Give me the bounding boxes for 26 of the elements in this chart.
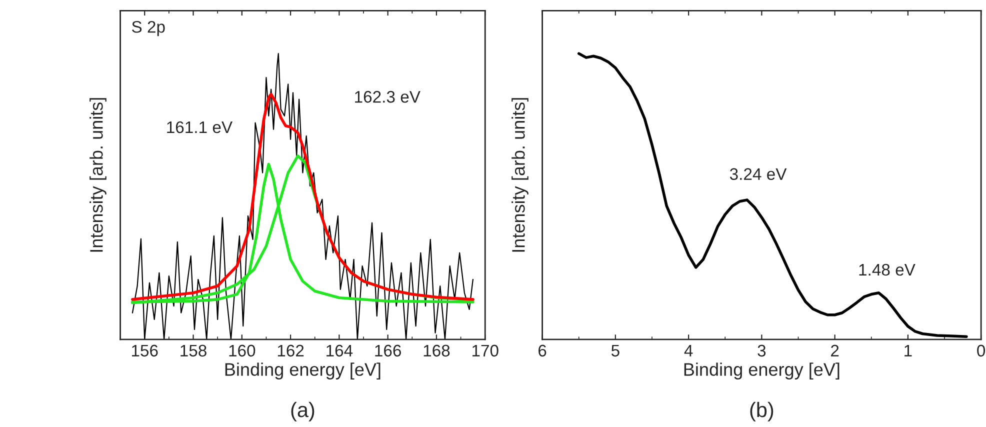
annotation: 162.3 eV	[355, 90, 420, 103]
x-tick-label: 166	[375, 344, 401, 357]
text: S 2p	[132, 20, 165, 36]
text: (b)	[750, 402, 774, 422]
x-tick-label: 1	[904, 344, 912, 356]
y-axis-title: Intensity [arb. units]	[90, 98, 106, 252]
text: (a)	[291, 402, 314, 422]
y-axis-title: Intensity [arb. units]	[512, 98, 528, 252]
annotation: 1.48 eV	[859, 264, 916, 276]
x-tick-label: 156	[132, 344, 158, 357]
x-tick-label: 164	[326, 344, 353, 357]
annotation: 3.24 eV	[730, 168, 787, 180]
x-tick-label: 0	[977, 344, 986, 357]
x-tick-label: 158	[180, 344, 206, 357]
x-tick-label: 168	[424, 344, 450, 357]
x-tick-label: 170	[472, 344, 498, 357]
x-tick-label: 5	[611, 344, 620, 357]
x-tick-label: 2	[831, 344, 839, 356]
x-tick-label: 6	[538, 344, 546, 357]
x-tick-label: 4	[684, 344, 693, 356]
x-axis-title: Binding energy [eV]	[684, 362, 840, 380]
x-tick-label: 160	[229, 344, 256, 357]
annotation: 161.1 eV	[167, 121, 232, 134]
x-axis-title: Binding energy [eV]	[225, 362, 380, 380]
x-tick-label: 3	[758, 344, 766, 357]
x-tick-label: 162	[278, 344, 304, 357]
